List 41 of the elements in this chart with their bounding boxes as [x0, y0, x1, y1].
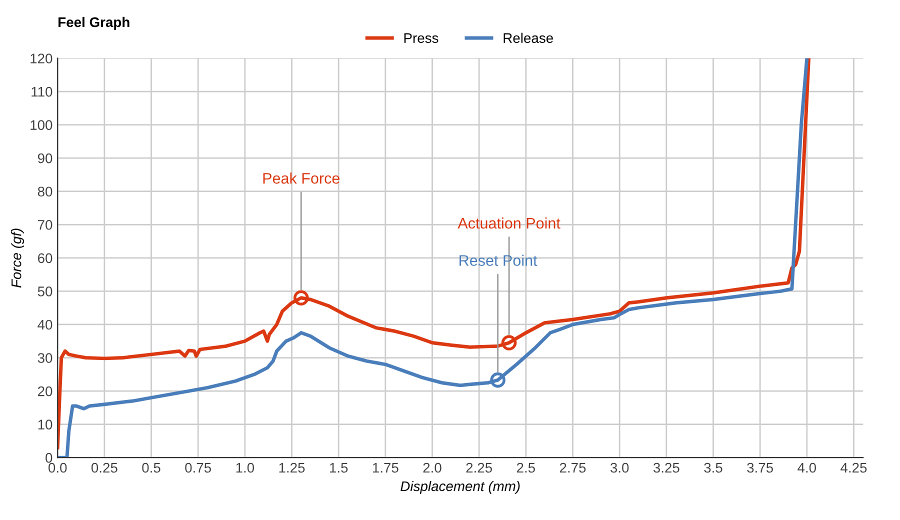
annotation: Actuation Point: [458, 217, 560, 229]
y-tick-label: 120: [30, 54, 52, 64]
y-tick-label: 0: [46, 452, 52, 463]
x-tick-label: 3.0: [610, 462, 629, 473]
x-tick-label: 0.0: [48, 462, 67, 473]
x-tick-label: 0.75: [185, 462, 212, 473]
y-tick-label: 50: [38, 286, 52, 296]
y-tick-label: 40: [38, 320, 52, 330]
point: [490, 372, 506, 388]
x-tick-label: 3.5: [704, 462, 722, 473]
y-tick-label: 30: [38, 353, 52, 363]
y-tick-label: 20: [38, 386, 52, 396]
annotation: Peak Force: [263, 172, 340, 184]
x-tick-label: 2.75: [560, 462, 586, 473]
x-tick-label: 0.25: [91, 462, 118, 473]
y-axis-title: Force (gf): [11, 228, 24, 288]
x-tick-label: 4.0: [798, 462, 816, 473]
y-tick-label: 70: [38, 220, 52, 230]
chart-title: Feel Graph: [58, 16, 130, 30]
y-tick-label: 60: [38, 253, 52, 264]
point: [293, 290, 309, 306]
legend-label: Release: [504, 32, 553, 43]
x-tick-label: 2.25: [466, 462, 492, 473]
y-tick-label: 100: [30, 120, 52, 130]
y-tick-label: 110: [32, 86, 52, 97]
x-tick-label: 0.5: [142, 462, 160, 473]
x-axis-title: Displacement (mm): [400, 480, 520, 494]
x-tick-label: 2.0: [423, 462, 442, 473]
x-tick-label: 2.5: [516, 462, 535, 473]
x-tick-label: 1.75: [372, 462, 398, 473]
x-tick-label: 3.75: [747, 462, 774, 473]
x-tick-label: 1.5: [330, 462, 348, 473]
x-tick-label: 1.0: [236, 462, 254, 473]
y-tick-label: 80: [38, 186, 52, 197]
y-tick-label: 90: [38, 153, 52, 164]
legend-label: Press: [404, 33, 438, 43]
x-tick-label: 4.25: [840, 462, 867, 473]
y-tick-label: 10: [38, 420, 52, 430]
x-tick-label: 3.25: [653, 462, 680, 473]
point: [501, 335, 517, 350]
x-tick-label: 1.25: [279, 462, 305, 473]
